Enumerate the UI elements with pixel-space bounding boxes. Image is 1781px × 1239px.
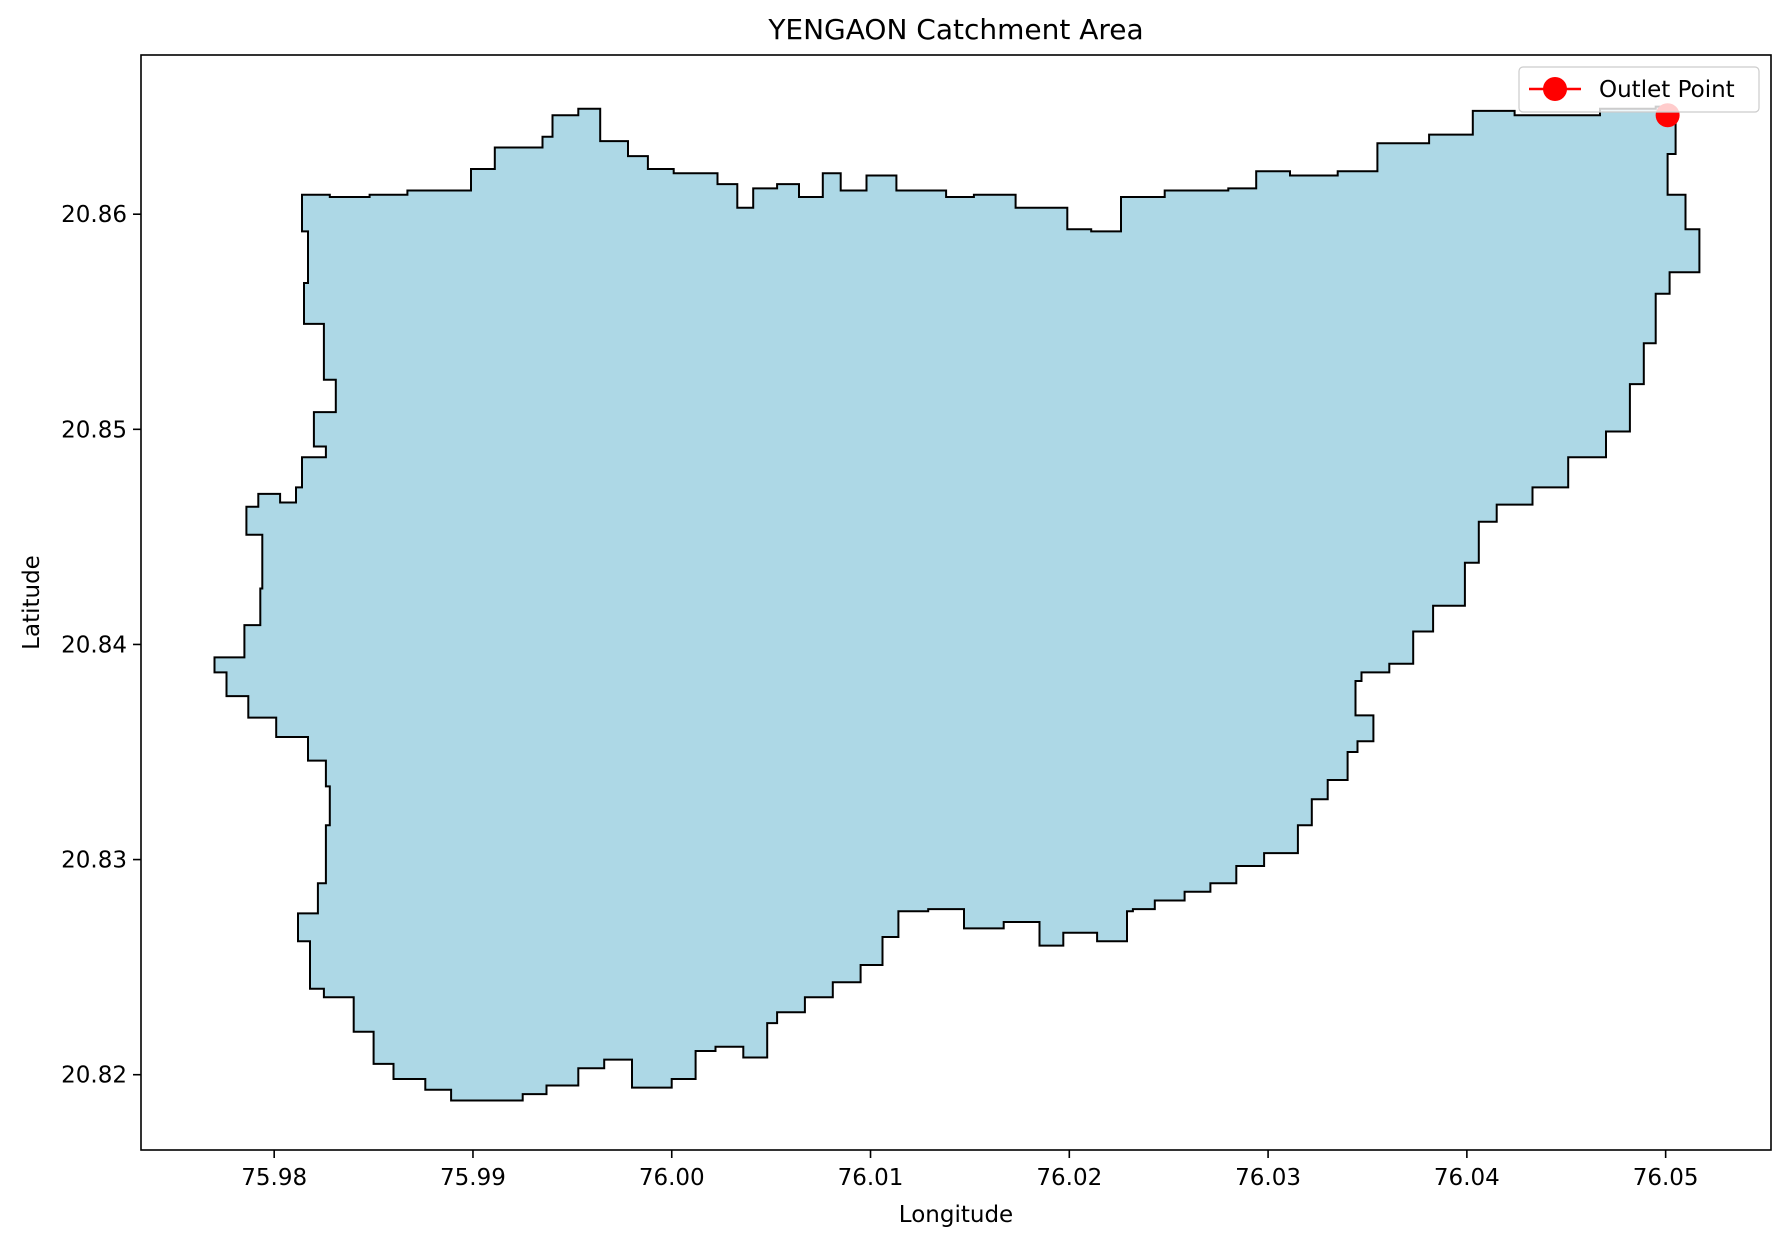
- x-tick-label: 76.05: [1633, 1165, 1699, 1191]
- x-tick-label: 76.02: [1036, 1165, 1102, 1191]
- x-axis-ticks: 75.98 75.99 76.00 76.01 76.02 76.03 76.04 76.05: [241, 1150, 1699, 1191]
- x-tick-label: 76.00: [639, 1165, 705, 1191]
- y-tick-label: 20.83: [61, 848, 127, 874]
- y-axis-ticks: 20.82 20.83 20.84 20.85 20.86: [61, 202, 141, 1089]
- axes-frame: [140, 54, 1772, 1151]
- x-tick-label: 76.03: [1235, 1165, 1301, 1191]
- legend-label-outlet-point: Outlet Point: [1599, 77, 1735, 103]
- x-tick-label: 75.98: [241, 1165, 307, 1191]
- x-axis-label: Longitude: [899, 1202, 1013, 1228]
- legend: Outlet Point: [1518, 66, 1760, 113]
- legend-box: [1518, 66, 1760, 113]
- legend-marker-icon: [1543, 77, 1567, 101]
- y-tick-label: 20.86: [61, 202, 127, 228]
- x-tick-label: 76.01: [838, 1165, 904, 1191]
- y-tick-label: 20.85: [61, 417, 127, 443]
- chart-title: YENGAON Catchment Area: [767, 13, 1143, 46]
- x-tick-label: 76.04: [1434, 1165, 1500, 1191]
- y-tick-label: 20.82: [61, 1063, 127, 1089]
- catchment-polygon: [213, 105, 1701, 1102]
- plot-area: [213, 103, 1701, 1102]
- x-tick-label: 75.99: [440, 1165, 506, 1191]
- y-axis-label: Latitude: [19, 555, 45, 650]
- y-tick-label: 20.84: [61, 632, 127, 658]
